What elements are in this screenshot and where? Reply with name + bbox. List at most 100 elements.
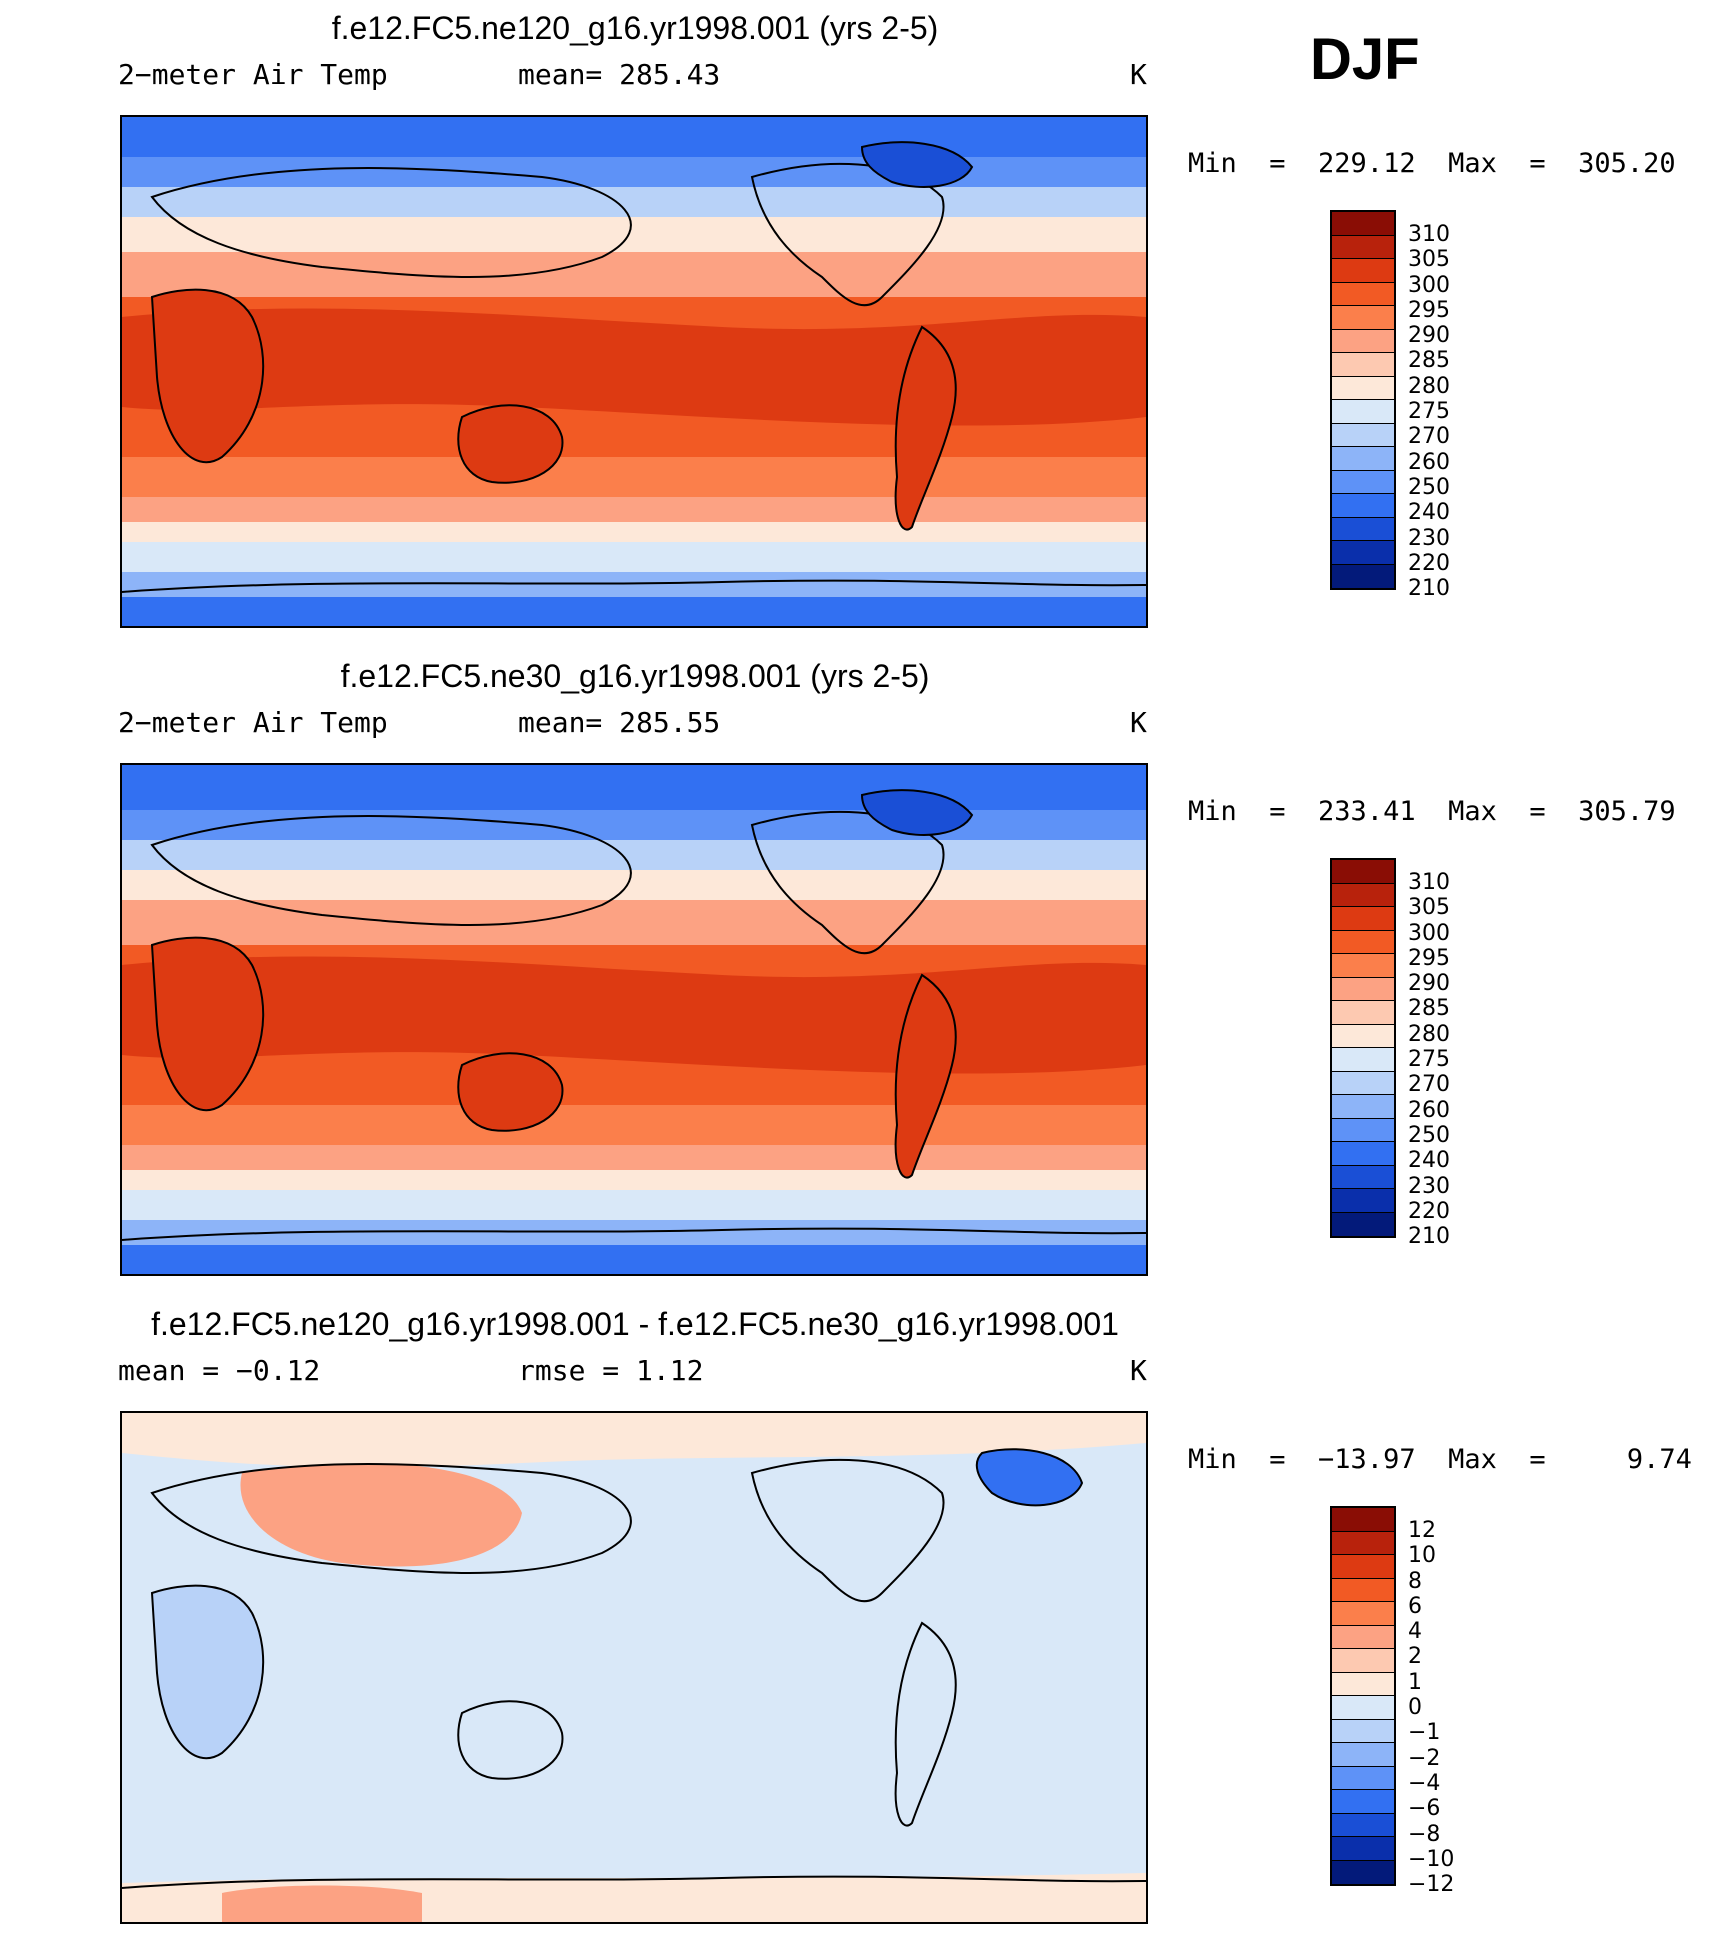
colorbar-tick: −1 [1408,1720,1441,1746]
colorbar-tick: 300 [1408,272,1450,298]
colorbar-tick: 0 [1408,1695,1422,1721]
colorbar-swatch [1332,259,1394,283]
colorbar-swatch [1332,1531,1394,1555]
colorbar-swatch [1332,423,1394,447]
colorbar-tick: 260 [1408,1097,1450,1123]
colorbar-tick: 220 [1408,1198,1450,1224]
colorbar-swatch [1332,1837,1394,1861]
colorbar-swatch [1332,1790,1394,1814]
colorbar-tick: −8 [1408,1821,1441,1847]
colorbar-swatch [1332,1095,1394,1119]
colorbar [1330,858,1396,1238]
units-label: K [1130,58,1147,91]
colorbar-swatch [1332,1189,1394,1213]
colorbar-swatch [1332,1719,1394,1743]
colorbar-tick: 210 [1408,1224,1450,1250]
colorbar-tick: 290 [1408,323,1450,349]
panel-title: f.e12.FC5.ne120_g16.yr1998.001 - f.e12.F… [151,1306,1119,1342]
colorbar-swatch [1332,977,1394,1001]
colorbar-tick: 10 [1408,1543,1436,1569]
colorbar-tick: 310 [1408,222,1450,247]
colorbar-tick: −6 [1408,1796,1441,1822]
colorbar-swatch [1332,353,1394,377]
colorbar-swatch [1332,306,1394,330]
units-label: K [1130,706,1147,739]
colorbar-swatch [1332,930,1394,954]
temperature-map [120,115,1148,628]
colorbar-tick: 4 [1408,1619,1422,1645]
colorbar-swatch [1332,1578,1394,1602]
min-max-label: Min = 233.41 Max = 305.79 [1188,796,1676,827]
variable-label: 2−meter Air Temp [118,706,388,739]
colorbar-tick: 250 [1408,474,1450,500]
colorbar-swatch [1332,1649,1394,1673]
colorbar-ticks: 12 10 8 6 4 2 1 0 −1 −2 −4 −6 −8 −10 −12 [1408,1518,1454,1897]
colorbar-tick: 295 [1408,945,1450,971]
colorbar-tick: 270 [1408,1072,1450,1098]
colorbar-swatch [1332,954,1394,978]
colorbar-tick: 240 [1408,500,1450,526]
colorbar-swatch [1332,1001,1394,1025]
colorbar-swatch [1332,1696,1394,1720]
colorbar-swatch [1332,1071,1394,1095]
colorbar-swatch [1332,1743,1394,1767]
colorbar-tick: 6 [1408,1593,1422,1619]
colorbar-swatch [1332,1602,1394,1626]
colorbar-swatch [1332,212,1394,236]
colorbar-tick: 1 [1408,1669,1422,1695]
colorbar-swatch [1332,329,1394,353]
colorbar-tick: 280 [1408,1021,1450,1047]
colorbar-tick: 260 [1408,449,1450,475]
colorbar-tick: 305 [1408,895,1450,921]
colorbar-ticks: 310 305 300 295 290 285 280 275 270 260 … [1408,222,1450,601]
colorbar-swatch [1332,447,1394,471]
colorbar-swatch [1332,1766,1394,1790]
colorbar-tick: 285 [1408,348,1450,374]
colorbar [1330,210,1396,590]
panel-difference: f.e12.FC5.ne120_g16.yr1998.001 - f.e12.F… [0,1296,1710,1941]
colorbar-swatch [1332,1813,1394,1837]
colorbar-swatch [1332,376,1394,400]
mean-label: mean= 285.55 [518,706,721,739]
colorbar-tick: 8 [1408,1568,1422,1594]
colorbar-tick: 305 [1408,247,1450,273]
variable-label: 2−meter Air Temp [118,58,388,91]
colorbar-swatch [1332,883,1394,907]
colorbar-swatch [1332,1555,1394,1579]
colorbar-swatch [1332,1860,1394,1884]
colorbar-swatch [1332,1625,1394,1649]
colorbar-tick: −2 [1408,1745,1441,1771]
colorbar-swatch [1332,1508,1394,1532]
colorbar-tick: 300 [1408,920,1450,946]
colorbar-swatch [1332,1212,1394,1236]
colorbar-swatch [1332,517,1394,541]
colorbar-swatch [1332,860,1394,884]
rmse-label: rmse = 1.12 [518,1354,704,1387]
colorbar-swatch [1332,541,1394,565]
colorbar-tick: 12 [1408,1518,1436,1543]
panel-ne30: f.e12.FC5.ne30_g16.yr1998.001 (yrs 2-5) … [0,648,1710,1293]
colorbar-tick: 210 [1408,576,1450,602]
colorbar-swatch [1332,907,1394,931]
colorbar-swatch [1332,1048,1394,1072]
colorbar-tick: 295 [1408,297,1450,323]
temperature-map [120,763,1148,1276]
panel-title: f.e12.FC5.ne30_g16.yr1998.001 (yrs 2-5) [340,658,930,694]
colorbar-tick: 220 [1408,550,1450,576]
mean-label: mean = −0.12 [118,1354,321,1387]
colorbar-swatch [1332,1672,1394,1696]
colorbar-swatch [1332,1142,1394,1166]
colorbar-tick: 250 [1408,1122,1450,1148]
colorbar-tick: −10 [1408,1846,1455,1872]
colorbar-tick: 280 [1408,373,1450,399]
colorbar-swatch [1332,235,1394,259]
panel-ne120: f.e12.FC5.ne120_g16.yr1998.001 (yrs 2-5)… [0,0,1710,645]
colorbar-tick: 2 [1408,1644,1422,1670]
season-label: DJF [1310,27,1420,92]
units-label: K [1130,1354,1147,1387]
colorbar-swatch [1332,400,1394,424]
colorbar-tick: 230 [1408,525,1450,551]
panel-title: f.e12.FC5.ne120_g16.yr1998.001 (yrs 2-5) [331,10,939,46]
colorbar-tick: 310 [1408,870,1450,895]
colorbar-tick: 275 [1408,399,1450,425]
